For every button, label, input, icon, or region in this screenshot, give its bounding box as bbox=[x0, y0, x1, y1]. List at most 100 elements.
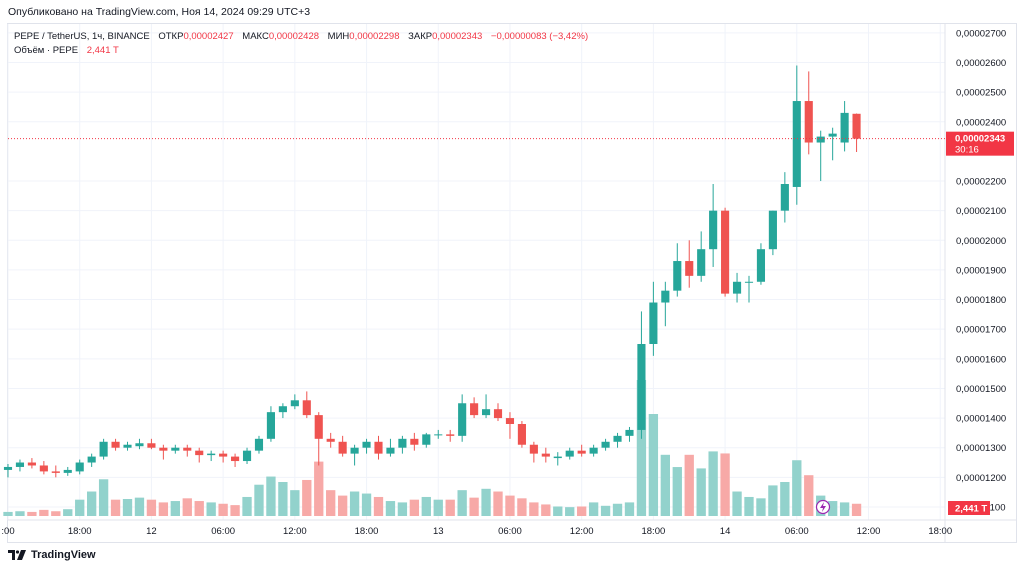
candle-body bbox=[721, 210, 730, 294]
volume-bar bbox=[553, 506, 563, 516]
candle-body bbox=[446, 434, 455, 436]
candle-body bbox=[673, 261, 682, 291]
candle bbox=[828, 127, 837, 161]
candle-body bbox=[278, 406, 287, 413]
candle-body bbox=[254, 438, 264, 451]
volume-legend-row: Объём · PEPE 2,441 T bbox=[14, 44, 588, 58]
x-tick-label: 12:00 bbox=[857, 526, 881, 537]
candle-body bbox=[804, 101, 813, 143]
volume-bar bbox=[744, 496, 754, 516]
candle-body bbox=[219, 453, 228, 457]
candle-body bbox=[147, 443, 156, 448]
volume-bar bbox=[517, 498, 527, 516]
candle-body bbox=[541, 453, 550, 457]
candle bbox=[422, 432, 431, 448]
volume-bar bbox=[780, 482, 790, 516]
candle-body bbox=[493, 409, 503, 419]
candle-body bbox=[87, 456, 96, 463]
x-tick-label: 18:00 bbox=[355, 526, 379, 537]
candle-body bbox=[350, 447, 359, 454]
candle bbox=[111, 438, 120, 451]
volume-bar bbox=[732, 491, 742, 516]
volume-bar bbox=[242, 496, 252, 516]
candle bbox=[39, 461, 48, 475]
volume-label[interactable]: Объём · PEPE bbox=[14, 45, 79, 56]
candle bbox=[99, 438, 108, 460]
candle bbox=[123, 441, 132, 451]
candle-body bbox=[517, 424, 526, 445]
volume-bar bbox=[373, 496, 384, 516]
y-tick-label: 0,00002400 bbox=[956, 117, 1006, 128]
volume-bar bbox=[98, 479, 109, 516]
candle bbox=[625, 426, 634, 442]
candle bbox=[780, 172, 789, 223]
symbol-label[interactable]: PEPE / TetherUS, 1ч, BINANCE bbox=[14, 31, 150, 42]
x-tick-label: 14 bbox=[720, 526, 731, 537]
candle bbox=[338, 435, 347, 457]
candle bbox=[3, 464, 13, 478]
volume-bar bbox=[314, 461, 324, 516]
candle bbox=[51, 465, 60, 478]
candle-body bbox=[565, 450, 574, 457]
candle bbox=[254, 435, 264, 454]
candle bbox=[434, 429, 443, 439]
volume-bar bbox=[672, 467, 682, 516]
open-label: ОТКР bbox=[158, 31, 184, 42]
x-tick-label: 13 bbox=[433, 526, 444, 537]
candle-body bbox=[589, 447, 598, 454]
candle-body bbox=[326, 438, 335, 442]
candle bbox=[219, 450, 228, 463]
lightning-icon[interactable] bbox=[815, 499, 831, 515]
y-tick-label: 0,00001800 bbox=[956, 295, 1006, 306]
candle bbox=[697, 231, 706, 282]
candle bbox=[649, 281, 658, 356]
candle-body bbox=[744, 281, 754, 283]
candle-body bbox=[159, 447, 168, 451]
volume-bar bbox=[445, 499, 455, 516]
candle-body bbox=[577, 450, 586, 454]
candle bbox=[63, 466, 72, 476]
candle bbox=[326, 432, 335, 448]
volume-bar bbox=[505, 495, 515, 516]
candle-body bbox=[207, 453, 216, 456]
volume-bar bbox=[194, 501, 204, 516]
ohlc-legend-row: PEPE / TetherUS, 1ч, BINANCE ОТКР0,00002… bbox=[14, 30, 588, 44]
volume-bar bbox=[218, 503, 228, 516]
volume-bar bbox=[792, 460, 802, 516]
volume-bar bbox=[409, 499, 420, 516]
y-tick-label: 0,00001600 bbox=[956, 354, 1006, 365]
candle-body bbox=[434, 434, 443, 436]
publish-caption: Опубликовано на TradingView.com, Ноя 14,… bbox=[8, 6, 311, 18]
x-tick-label: 18:00 bbox=[928, 526, 952, 537]
candle bbox=[266, 406, 275, 442]
candle bbox=[410, 432, 419, 451]
high-label: МАКС bbox=[242, 31, 269, 42]
volume-bar bbox=[839, 502, 850, 516]
candle bbox=[242, 447, 252, 464]
candle bbox=[75, 459, 84, 475]
volume-bar bbox=[182, 498, 192, 516]
tradingview-brand[interactable]: TradingView bbox=[31, 549, 96, 561]
candle-body bbox=[792, 101, 801, 187]
candle-body bbox=[661, 290, 670, 303]
x-tick-label: 12 bbox=[146, 526, 157, 537]
volume-bar bbox=[146, 499, 157, 516]
volume-bar bbox=[337, 495, 348, 516]
volume-bar bbox=[588, 502, 599, 516]
volume-bar bbox=[349, 491, 360, 516]
candle-body bbox=[135, 443, 144, 447]
volume-value: 2,441 T bbox=[86, 45, 119, 56]
volume-bar bbox=[529, 502, 539, 516]
candle bbox=[302, 391, 311, 419]
candle-body bbox=[398, 438, 407, 448]
candle bbox=[517, 421, 526, 448]
candle bbox=[816, 130, 825, 182]
candle bbox=[792, 65, 801, 205]
y-tick-label: 0,00001200 bbox=[956, 473, 1006, 484]
volume-bar bbox=[433, 499, 443, 516]
volume-bar bbox=[15, 511, 25, 516]
volume-bar bbox=[648, 414, 659, 516]
candle-body bbox=[840, 112, 849, 143]
y-tick-label: 0,00002200 bbox=[956, 177, 1006, 188]
